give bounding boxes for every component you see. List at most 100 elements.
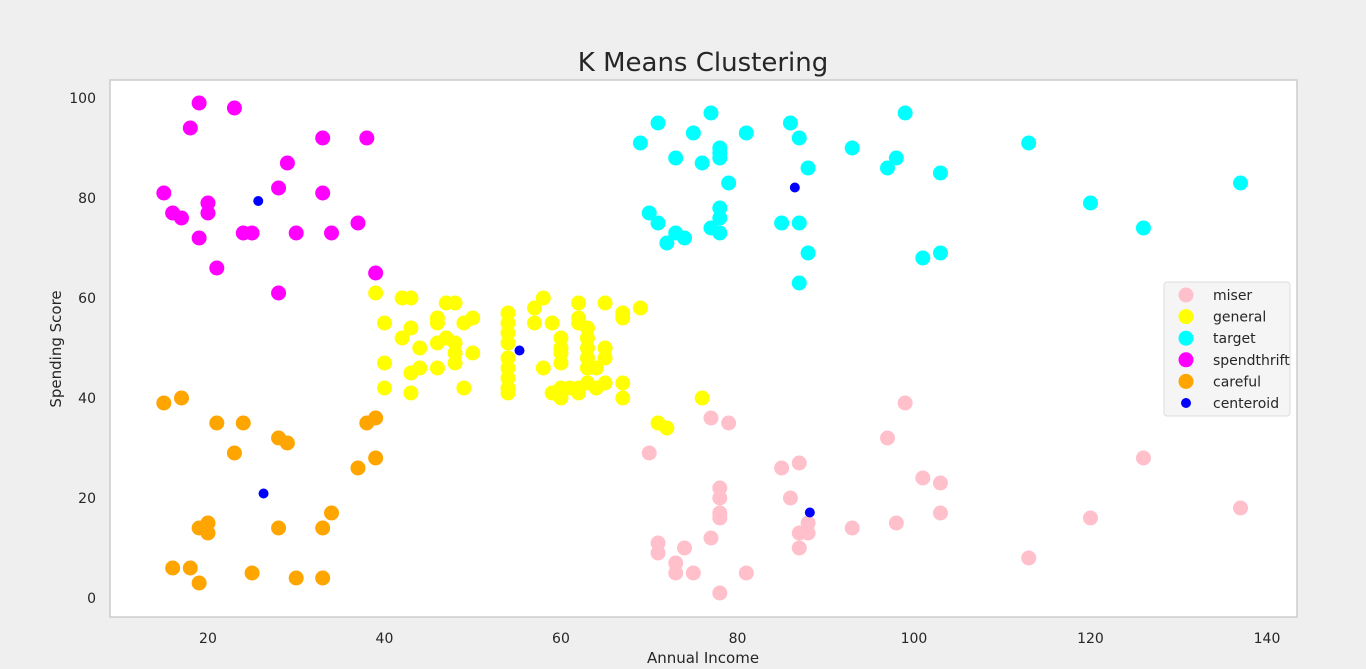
miser-point (800, 525, 816, 541)
general-point (465, 345, 481, 361)
general-point (535, 290, 551, 306)
target-point (641, 205, 657, 221)
legend-label: miser (1213, 288, 1252, 304)
legend-item-careful: careful (1178, 373, 1261, 390)
general-point (526, 300, 542, 316)
spendthrift-point (191, 95, 207, 111)
legend-item-target: target (1178, 330, 1256, 347)
general-point (403, 320, 419, 336)
x-axis-label: Annual Income (647, 649, 759, 665)
y-tick-label: 0 (87, 591, 96, 607)
miser-point (932, 475, 948, 491)
general-point (553, 390, 569, 406)
data-points (156, 95, 1249, 601)
spendthrift-point (359, 130, 375, 146)
miser-point (641, 445, 657, 461)
centeroid-point (804, 507, 815, 518)
x-tick-label: 40 (376, 631, 394, 647)
miser-point (668, 565, 684, 581)
spendthrift-point (271, 180, 287, 196)
target-point (632, 135, 648, 151)
x-tick-label: 20 (199, 631, 217, 647)
legend-item-centeroid: centeroid (1181, 396, 1279, 412)
careful-point (368, 450, 384, 466)
target-point (932, 165, 948, 181)
centeroid-point (514, 345, 525, 356)
miser-point (897, 395, 913, 411)
target-point (844, 140, 860, 156)
target-point (1082, 195, 1098, 211)
legend: miser general target spendthrift careful cent… (1163, 281, 1291, 417)
legend-marker (1178, 373, 1194, 389)
miser-point (1021, 550, 1037, 566)
general-point (597, 295, 613, 311)
spendthrift-point (156, 185, 172, 201)
target-point (1135, 220, 1151, 236)
general-point (615, 375, 631, 391)
miser-point (888, 515, 904, 531)
spendthrift-point (200, 205, 216, 221)
careful-point (324, 505, 340, 521)
general-point (465, 310, 481, 326)
x-tick-label: 140 (1254, 631, 1281, 647)
spendthrift-point (182, 120, 198, 136)
x-tick-label: 60 (552, 631, 570, 647)
general-point (544, 315, 560, 331)
careful-point (271, 520, 287, 536)
general-point (659, 420, 675, 436)
y-axis-label: Spending Score (47, 290, 65, 407)
general-point (500, 385, 516, 401)
general-point (447, 295, 463, 311)
target-point (1233, 175, 1249, 191)
spendthrift-point (288, 225, 304, 241)
general-point (368, 285, 384, 301)
spendthrift-point (226, 100, 242, 116)
general-point (447, 355, 463, 371)
careful-point (191, 575, 207, 591)
miser-point (650, 545, 666, 561)
spendthrift-point (350, 215, 366, 231)
general-point (535, 360, 551, 376)
target-point (650, 115, 666, 131)
legend-item-general: general (1178, 309, 1266, 326)
general-point (632, 300, 648, 316)
miser-point (738, 565, 754, 581)
y-tick-label: 80 (78, 191, 96, 207)
miser-point (703, 530, 719, 546)
general-point (571, 295, 587, 311)
centeroid-point (253, 196, 264, 206)
target-point (774, 215, 790, 231)
legend-marker (1178, 309, 1194, 325)
legend-marker (1178, 352, 1194, 368)
y-tick-label: 40 (78, 391, 96, 407)
spendthrift-point (315, 185, 331, 201)
miser-point (1135, 450, 1151, 466)
careful-point (226, 445, 242, 461)
general-point (553, 355, 569, 371)
target-point (721, 175, 737, 191)
general-point (403, 385, 419, 401)
miser-point (712, 510, 728, 526)
chart-title: K Means Clustering (578, 48, 828, 78)
miser-point (791, 540, 807, 556)
miser-point (932, 505, 948, 521)
spendthrift-point (173, 210, 189, 226)
y-tick-label: 60 (78, 291, 96, 307)
target-point (650, 215, 666, 231)
series-careful (156, 390, 384, 591)
careful-point (173, 390, 189, 406)
general-point (615, 390, 631, 406)
careful-point (350, 460, 366, 476)
legend-label: spendthrift (1213, 353, 1290, 369)
y-tick-label: 100 (69, 91, 96, 107)
general-point (571, 385, 587, 401)
spendthrift-point (209, 260, 225, 276)
x-tick-label: 80 (729, 631, 747, 647)
general-point (615, 310, 631, 326)
general-point (597, 350, 613, 366)
target-point (791, 130, 807, 146)
legend-item-miser: miser (1178, 287, 1252, 304)
target-point (1021, 135, 1037, 151)
miser-point (915, 470, 931, 486)
general-point (403, 290, 419, 306)
